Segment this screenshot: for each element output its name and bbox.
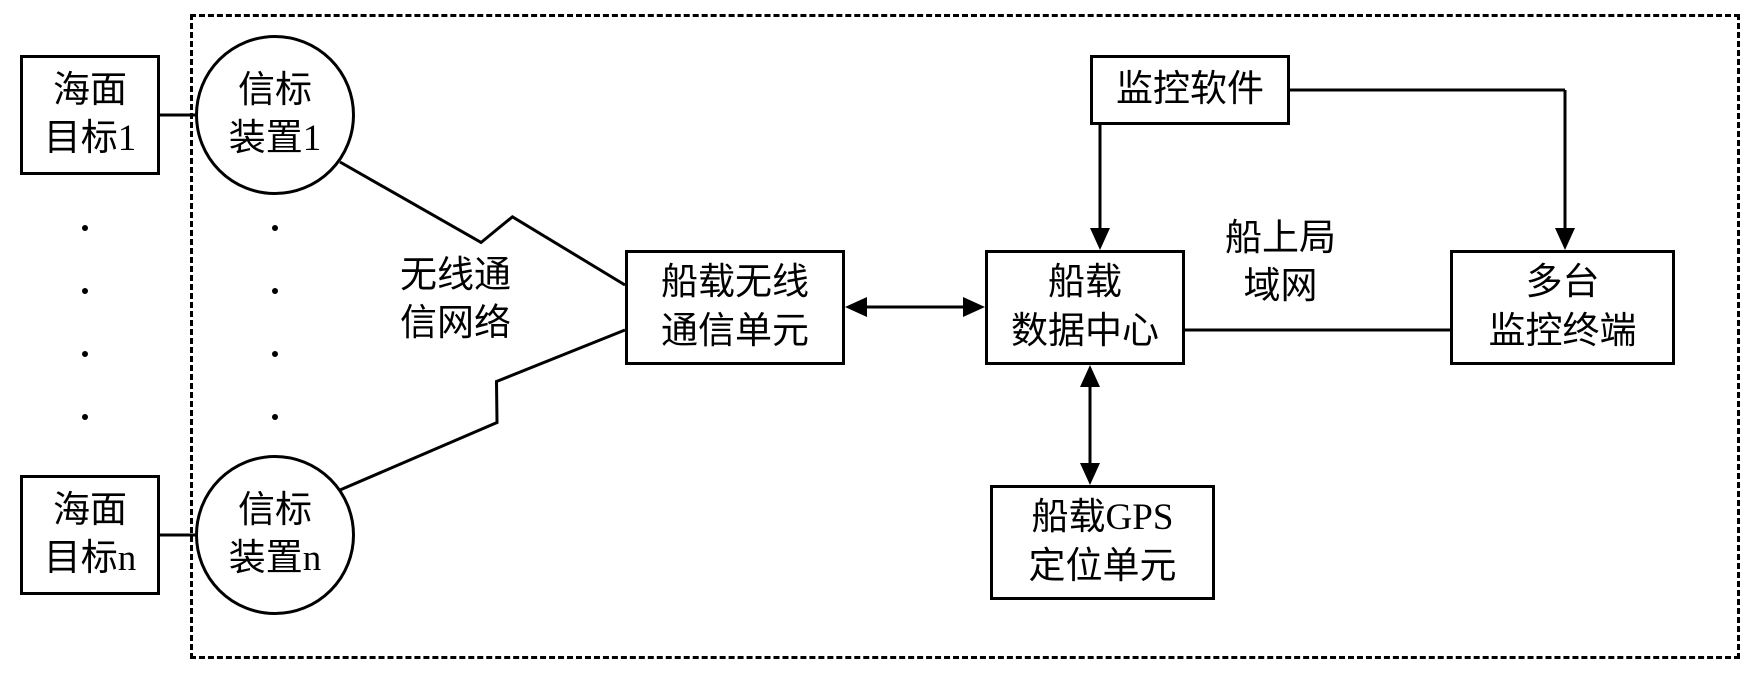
node-beacon1-label: 信标装置1	[229, 67, 322, 163]
dot	[82, 288, 88, 294]
dot	[82, 225, 88, 231]
node-wireless: 船载无线通信单元	[625, 250, 845, 365]
node-datacenter: 船载数据中心	[985, 250, 1185, 365]
node-wireless-label: 船载无线通信单元	[661, 259, 809, 355]
dot	[272, 225, 278, 231]
node-terminals: 多台监控终端	[1450, 250, 1675, 365]
node-beaconn: 信标装置n	[195, 455, 355, 615]
node-gps-label: 船载GPS定位单元	[1029, 494, 1177, 590]
dot	[272, 414, 278, 420]
node-beaconn-label: 信标装置n	[229, 487, 322, 583]
node-target1-label: 海面目标1	[44, 67, 137, 163]
dot	[82, 414, 88, 420]
node-software-label: 监控软件	[1116, 66, 1264, 114]
node-target1: 海面目标1	[20, 55, 160, 175]
dot	[272, 351, 278, 357]
node-targetn: 海面目标n	[20, 475, 160, 595]
ellipsis-beacon	[272, 225, 278, 420]
label-wireless_net: 无线通信网络	[400, 252, 511, 348]
diagram-root: 海面目标1 海面目标n 船载无线通信单元 船载数据中心 监控软件船载GPS定位单元 多台监…	[0, 0, 1755, 673]
node-beacon1: 信标装置1	[195, 35, 355, 195]
label-lan: 船上局域网	[1225, 215, 1336, 311]
node-targetn-label: 海面目标n	[44, 487, 137, 583]
node-terminals-label: 多台监控终端	[1489, 259, 1637, 355]
node-software: 监控软件	[1090, 55, 1290, 125]
node-gps: 船载GPS定位单元	[990, 485, 1215, 600]
node-datacenter-label: 船载数据中心	[1011, 259, 1159, 355]
dot	[272, 288, 278, 294]
ellipsis-left	[82, 225, 88, 420]
dot	[82, 351, 88, 357]
